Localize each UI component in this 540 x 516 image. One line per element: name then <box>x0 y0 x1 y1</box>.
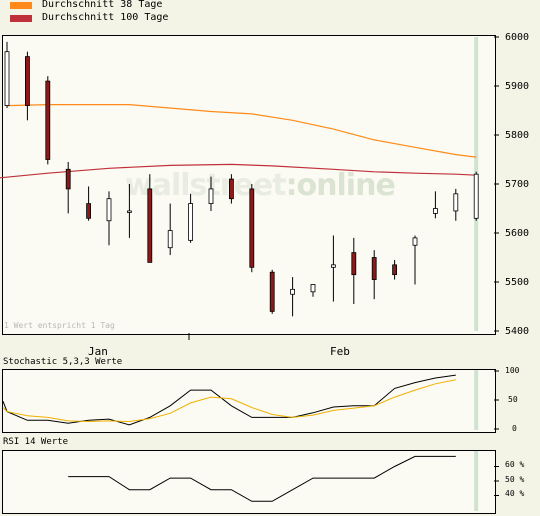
price-tick-5600: 5600 <box>505 228 530 239</box>
price-tick-5400: 5400 <box>505 326 530 337</box>
price-tick-5500: 5500 <box>505 277 530 288</box>
rsi-panel <box>2 450 496 514</box>
candle-body <box>106 198 112 222</box>
candle-body <box>310 284 316 293</box>
rsi-tick-60: 60 % <box>505 460 525 469</box>
candle-body <box>4 51 10 107</box>
candle-body <box>371 257 377 280</box>
legend-swatch-ma38 <box>10 2 32 9</box>
stochastic-title: Stochastic 5,3,3 Werte <box>3 357 123 367</box>
candle-body <box>330 264 336 268</box>
stoch-tick-100: 100 <box>505 366 520 375</box>
candle-body <box>269 271 275 312</box>
stoch-tick-50: 50 <box>508 395 518 404</box>
highlight-column-1 <box>474 370 479 430</box>
ma100-line <box>0 163 477 179</box>
legend-label-ma38: Durchschnitt 38 Tage <box>42 0 163 10</box>
candle-body <box>188 203 194 241</box>
rsi-line <box>68 455 456 502</box>
candle-body <box>127 210 132 213</box>
main-note: 1 Wert entspricht 1 Tag <box>4 321 115 330</box>
candle-body <box>147 188 153 263</box>
candle-body <box>24 56 30 106</box>
candle-body <box>45 80 51 160</box>
legend-swatch-ma100 <box>10 15 32 22</box>
stochastic-d-line <box>2 379 456 423</box>
legend-item-ma38: Durchschnitt 38 Tage <box>10 0 310 13</box>
x-label-jan: Jan <box>88 345 108 358</box>
watermark-part2: :online <box>285 168 396 203</box>
candle-body <box>473 173 479 219</box>
price-tick-5800: 5800 <box>505 130 530 141</box>
candle-body <box>228 178 234 200</box>
price-tick-6000: 6000 <box>505 32 530 43</box>
candle-body <box>290 288 296 295</box>
stochastic-panel <box>2 369 496 433</box>
candle-body <box>351 252 357 276</box>
stoch-tick-0: 0 <box>512 424 517 433</box>
highlight-column-2 <box>474 451 479 511</box>
candle-body <box>86 203 91 219</box>
candle-body <box>65 168 71 190</box>
rsi-tick-50: 50 % <box>505 475 525 484</box>
price-tick-5700: 5700 <box>505 179 530 190</box>
price-chart-panel <box>2 35 496 335</box>
watermark: wallstreet:online <box>125 168 396 203</box>
candle-body <box>412 237 418 246</box>
price-tick-5900: 5900 <box>505 81 530 92</box>
candle-body <box>208 188 214 204</box>
candle-body <box>453 193 459 212</box>
candle-body <box>392 264 398 276</box>
candle-body <box>249 188 255 268</box>
rsi-tick-40: 40 % <box>505 489 525 498</box>
ma38-line <box>6 104 477 158</box>
legend-label-ma100: Durchschnitt 100 Tage <box>42 12 169 23</box>
legend-item-ma100: Durchschnitt 100 Tage <box>10 12 310 26</box>
x-label-feb: Feb <box>330 345 350 358</box>
candle-body <box>167 230 173 249</box>
candle-body <box>432 208 438 214</box>
rsi-title: RSI 14 Werte <box>3 437 69 447</box>
